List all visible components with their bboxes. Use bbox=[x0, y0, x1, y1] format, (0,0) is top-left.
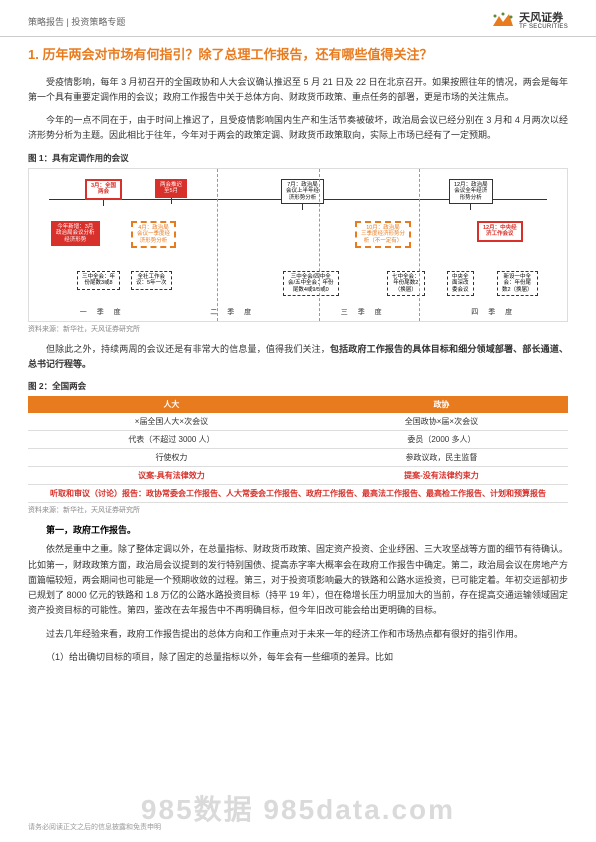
paragraph-3: 但除此之外，持续两周的会议还是有非常大的信息量，值得我们关注，包括政府工作报告的… bbox=[28, 342, 568, 373]
logo-text-cn: 天风证券 bbox=[519, 13, 568, 24]
content-area: 1. 历年两会对市场有何指引？除了总理工作报告，还有哪些值得关注？ 受疫情影响，… bbox=[0, 37, 596, 665]
figure2-table: 人大政协×届全国人大×次会议全国政协×届×次会议代表（不超过 3000 人）委员… bbox=[28, 396, 568, 503]
paragraph-1: 受疫情影响，每年 3 月初召开的全国政协和人大会议确认推迟至 5 月 21 日及… bbox=[28, 75, 568, 106]
paragraph-4: 依然是重中之重。除了整体定调以外，在总量指标、财政货币政策、固定资产投资、企业纾… bbox=[28, 542, 568, 618]
page-header: 策略报告 | 投资策略专题 天风证券 TF SECURITIES bbox=[0, 0, 596, 37]
footer-disclaimer: 请务必阅读正文之后的信息披露和免责申明 bbox=[28, 822, 161, 832]
figure2-source: 资料来源：新华社，天风证券研究所 bbox=[28, 505, 568, 515]
subheading-1: 第一，政府工作报告。 bbox=[28, 523, 568, 536]
figure1-timeline: 3月：全国两会两会推迟至5月7月：政治局会议上半年经济形势分析12月：政治局会议… bbox=[28, 168, 568, 322]
figure1-source: 资料来源：新华社，天风证券研究所 bbox=[28, 324, 568, 334]
figure2-title: 图 2：全国两会 bbox=[28, 380, 568, 392]
figure1-title: 图 1：具有定调作用的会议 bbox=[28, 152, 568, 164]
section-title: 1. 历年两会对市场有何指引？除了总理工作报告，还有哪些值得关注？ bbox=[28, 45, 568, 65]
paragraph-5: 过去几年经验来看，政府工作报告提出的总体方向和工作重点对于未来一年的经济工作和市… bbox=[28, 627, 568, 642]
logo-icon bbox=[491, 12, 515, 30]
paragraph-6: （1）给出确切目标的项目，除了固定的总量指标以外，每年会有一些细项的差异。比如 bbox=[28, 650, 568, 665]
paragraph-2: 今年的一点不同在于，由于时间上推迟了，且受疫情影响国内生产和生活节奏被破坏，政治… bbox=[28, 113, 568, 144]
logo-text-en: TF SECURITIES bbox=[519, 24, 568, 30]
logo: 天风证券 TF SECURITIES bbox=[491, 12, 568, 30]
breadcrumb: 策略报告 | 投资策略专题 bbox=[28, 15, 125, 28]
